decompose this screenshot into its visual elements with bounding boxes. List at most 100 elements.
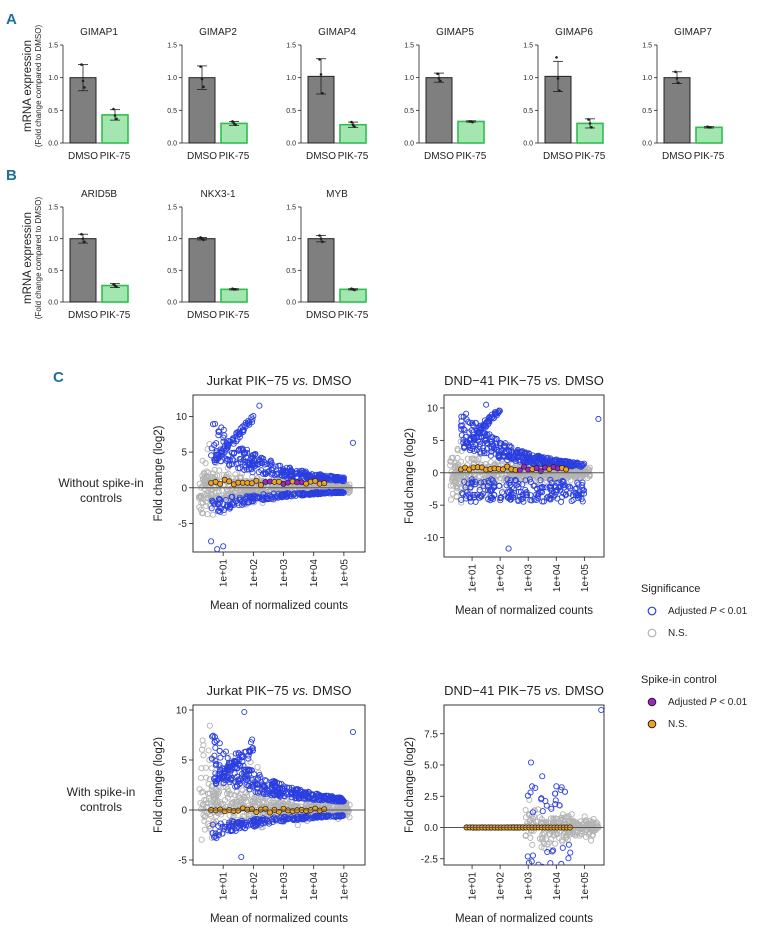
sig-point bbox=[235, 446, 242, 453]
y-tick-label: 0.0 bbox=[48, 141, 58, 148]
ns-point bbox=[251, 795, 258, 802]
sig-point bbox=[547, 455, 554, 462]
x-tick-label: 1e+04 bbox=[552, 872, 563, 901]
sig-point bbox=[522, 449, 529, 456]
ns-point bbox=[216, 493, 223, 500]
sig-point bbox=[262, 783, 269, 790]
legend-spike-sig-label: Adjusted P < 0.01 bbox=[668, 697, 748, 708]
sig-point bbox=[528, 858, 535, 865]
ns-point bbox=[241, 813, 248, 820]
ns-point bbox=[583, 819, 590, 826]
sig-point bbox=[558, 860, 565, 865]
sig-point bbox=[457, 422, 464, 429]
ns-point bbox=[291, 802, 298, 809]
ma-title: DND−41 PIK−75 vs. DMSO bbox=[444, 683, 604, 698]
ns-point bbox=[551, 818, 558, 825]
ma-title-post: DMSO bbox=[309, 683, 352, 698]
spike-in-point bbox=[257, 482, 264, 488]
row-label-with-spike-in: With spike-in controls bbox=[67, 785, 136, 814]
legend-spike-sig-marker bbox=[647, 697, 657, 707]
ns-point bbox=[199, 472, 206, 479]
sig-point bbox=[565, 855, 572, 862]
y-tick-label: 10 bbox=[176, 706, 188, 717]
sig-point bbox=[303, 491, 311, 498]
sig-point bbox=[490, 483, 497, 490]
ns-point bbox=[454, 447, 461, 454]
ns-point bbox=[541, 844, 548, 851]
sig-point bbox=[256, 771, 263, 779]
replicate-point bbox=[439, 79, 442, 83]
sig-point bbox=[216, 496, 223, 504]
ns-point bbox=[531, 807, 538, 814]
sig-point bbox=[221, 445, 228, 452]
sig-point bbox=[227, 504, 234, 511]
ns-point bbox=[566, 470, 573, 477]
sig-point bbox=[237, 430, 244, 437]
bar-ylabel-line1: mRNA expression bbox=[22, 40, 34, 132]
sig-point bbox=[323, 792, 330, 799]
replicate-point bbox=[471, 120, 474, 124]
sig-point bbox=[212, 778, 219, 785]
ns-point bbox=[204, 490, 211, 497]
replicate-point bbox=[202, 85, 205, 89]
sig-point bbox=[481, 450, 488, 457]
sig-point bbox=[275, 462, 282, 469]
sig-point bbox=[515, 480, 522, 487]
ns-point bbox=[448, 476, 456, 484]
ns-point bbox=[214, 801, 221, 809]
spike-in-point bbox=[521, 463, 527, 470]
spike-in-point bbox=[321, 480, 328, 487]
legend-significance-title: Significance bbox=[641, 583, 700, 595]
sig-point bbox=[237, 820, 244, 827]
sig-point bbox=[230, 457, 237, 464]
sig-point bbox=[224, 776, 231, 783]
sig-point bbox=[235, 749, 242, 756]
sig-point bbox=[310, 795, 317, 802]
sig-point bbox=[221, 825, 228, 832]
ns-point bbox=[238, 796, 245, 803]
ns-point bbox=[203, 800, 210, 807]
ns-point bbox=[593, 819, 600, 826]
sig-point bbox=[549, 848, 556, 855]
sig-point bbox=[340, 489, 347, 496]
sig-point bbox=[226, 501, 233, 508]
y-tick-label: 1.5 bbox=[642, 43, 652, 50]
ns-point bbox=[587, 826, 594, 833]
sig-point bbox=[547, 476, 554, 483]
sig-point bbox=[232, 827, 239, 834]
sig-point bbox=[252, 462, 259, 469]
sig-point bbox=[470, 434, 477, 441]
replicate-point bbox=[321, 240, 324, 244]
sig-point bbox=[485, 421, 492, 428]
y-tick-label: 1.0 bbox=[523, 75, 533, 82]
ns-point bbox=[213, 800, 220, 807]
replicate-point bbox=[319, 237, 323, 240]
ns-point bbox=[196, 786, 203, 793]
replicate-point bbox=[113, 114, 117, 117]
ns-point bbox=[223, 486, 231, 493]
sig-point bbox=[301, 490, 308, 497]
sig-point bbox=[487, 452, 494, 459]
replicate-point bbox=[353, 288, 356, 292]
sig-point bbox=[211, 501, 218, 508]
ns-point bbox=[203, 502, 210, 509]
bar-pik-75 bbox=[695, 126, 723, 144]
sig-point bbox=[481, 479, 488, 486]
sig-point bbox=[537, 488, 544, 495]
y-axis-label: Fold change (log2) bbox=[153, 425, 165, 521]
y-tick-label: 0.5 bbox=[167, 108, 177, 115]
ns-point bbox=[570, 817, 577, 824]
replicate-point bbox=[351, 123, 355, 127]
x-tick-label: 1e+02 bbox=[496, 564, 507, 593]
ns-point bbox=[557, 817, 564, 824]
sig-point bbox=[290, 816, 297, 824]
sig-point bbox=[488, 434, 495, 441]
sig-point bbox=[527, 759, 535, 766]
sig-point bbox=[579, 487, 586, 494]
y-tick-label: 0.0 bbox=[424, 823, 438, 834]
sig-point bbox=[333, 812, 340, 819]
x-category-label: PIK-75 bbox=[575, 151, 606, 162]
sig-point bbox=[241, 449, 248, 456]
sig-point bbox=[259, 496, 267, 503]
ns-point bbox=[198, 789, 205, 796]
